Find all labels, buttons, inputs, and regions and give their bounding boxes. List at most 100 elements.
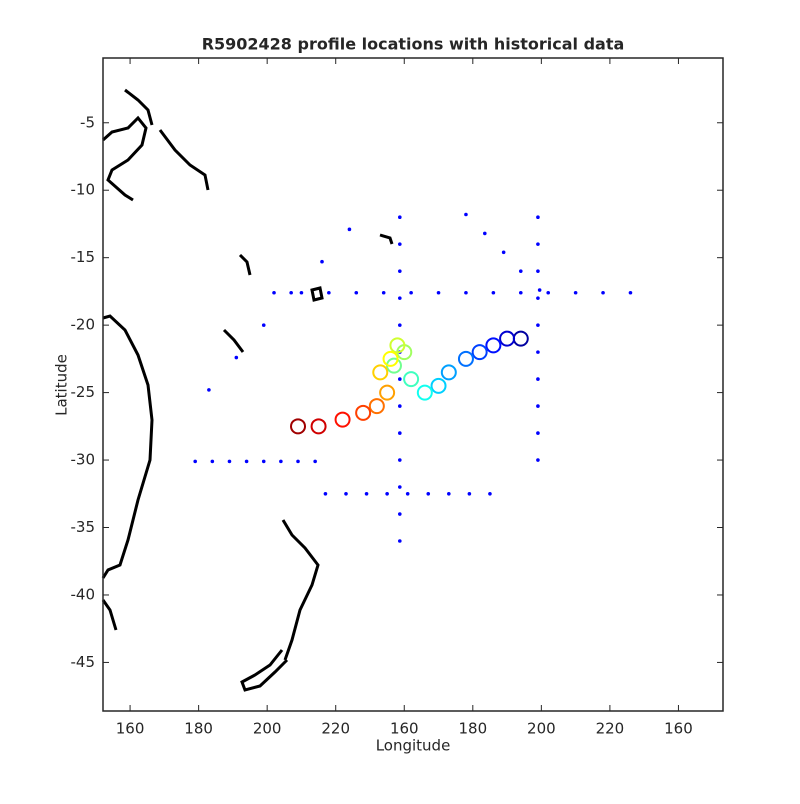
- historical-point: [354, 290, 359, 295]
- historical-point: [536, 296, 540, 300]
- historical-point: [536, 350, 540, 354]
- y-tick-label: -15: [71, 248, 96, 266]
- historical-point: [483, 231, 487, 236]
- y-tick-label: -40: [71, 585, 96, 603]
- historical-point: [272, 290, 276, 295]
- historical-point: [207, 388, 211, 392]
- x-tick-label: 160: [116, 720, 145, 738]
- historical-point: [398, 431, 402, 435]
- historical-point: [296, 459, 300, 464]
- historical-point: [536, 323, 540, 327]
- coastlines: [101, 88, 394, 692]
- coastline: [379, 233, 394, 245]
- historical-point: [536, 404, 540, 408]
- y-tick-label: -45: [71, 653, 96, 671]
- historical-point: [227, 459, 232, 464]
- coastline: [158, 129, 210, 191]
- historical-point: [398, 296, 402, 300]
- historical-point: [537, 288, 542, 292]
- coastline: [240, 649, 289, 692]
- profile-point: [403, 371, 420, 388]
- x-tick-label: 220: [321, 720, 350, 738]
- historical-point: [536, 242, 540, 246]
- coastline: [101, 599, 118, 631]
- y-tick-label: -25: [71, 383, 96, 401]
- coastline: [222, 328, 245, 353]
- profile-point: [389, 337, 406, 354]
- profile-point: [290, 418, 307, 435]
- historical-point: [518, 269, 523, 273]
- historical-point: [398, 512, 402, 516]
- historical-point: [546, 290, 551, 295]
- profile-point: [416, 384, 433, 401]
- x-tick-label: 160: [390, 720, 419, 738]
- historical-point: [536, 269, 540, 273]
- historical-point: [436, 290, 441, 295]
- historical-point: [261, 323, 266, 327]
- historical-point: [234, 355, 239, 360]
- historical-point: [261, 459, 266, 464]
- y-tick-label: -10: [71, 181, 96, 199]
- y-tick-label: -5: [80, 113, 95, 131]
- profile-point: [430, 377, 447, 394]
- y-tick-label: -30: [71, 451, 96, 469]
- historical-point: [398, 323, 402, 327]
- historical-point: [405, 491, 410, 496]
- y-tick-label: -35: [71, 518, 96, 536]
- coastline: [238, 253, 252, 276]
- historical-point: [536, 215, 540, 220]
- profile-point: [382, 350, 399, 367]
- historical-point: [488, 491, 492, 496]
- historical-point: [464, 290, 468, 295]
- historical-point: [501, 250, 506, 255]
- historical-point: [426, 491, 431, 496]
- historical-point: [344, 491, 348, 496]
- coastline: [102, 115, 148, 202]
- coastline: [101, 314, 154, 579]
- historical-point: [289, 290, 293, 295]
- historical-point: [409, 290, 413, 295]
- profile-point: [310, 418, 327, 435]
- historical-point: [381, 290, 386, 295]
- profile-point: [334, 411, 351, 428]
- profile-point: [372, 364, 389, 381]
- historical-point: [536, 458, 540, 462]
- x-tick-label: 200: [527, 720, 556, 738]
- historical-point: [193, 459, 197, 464]
- profile-point: [379, 384, 396, 401]
- historical-point: [327, 290, 331, 295]
- profile-point: [457, 350, 474, 367]
- profile-point: [440, 364, 457, 381]
- x-tick-label: 200: [253, 720, 282, 738]
- historical-point: [398, 269, 402, 273]
- historical-point: [398, 404, 402, 408]
- historical-point: [518, 290, 523, 295]
- historical-point: [398, 539, 402, 543]
- historical-point: [210, 459, 215, 464]
- profile-point: [499, 330, 516, 347]
- y-axis-label: Latitude: [53, 354, 71, 416]
- profile-point: [471, 344, 488, 361]
- historical-point: [320, 259, 324, 264]
- historical-point: [385, 491, 389, 496]
- plot-frame: [102, 57, 724, 712]
- historical-point: [491, 290, 496, 295]
- x-tick-label: 160: [664, 720, 693, 738]
- x-tick-label: 220: [596, 720, 625, 738]
- historical-point: [244, 459, 249, 464]
- coastline: [124, 88, 154, 126]
- chart-title: R5902428 profile locations with historic…: [202, 35, 625, 54]
- historical-point: [398, 242, 402, 246]
- profile-point: [368, 398, 385, 415]
- historical-point: [299, 290, 304, 295]
- historical-point: [313, 459, 317, 464]
- historical-point: [573, 290, 578, 295]
- historical-point: [628, 290, 633, 295]
- profile-point: [512, 330, 529, 347]
- profile-point: [485, 337, 502, 354]
- y-tick-label: -20: [71, 316, 96, 334]
- x-tick-label: 180: [458, 720, 487, 738]
- historical-point: [398, 377, 402, 381]
- profile-point: [355, 404, 372, 421]
